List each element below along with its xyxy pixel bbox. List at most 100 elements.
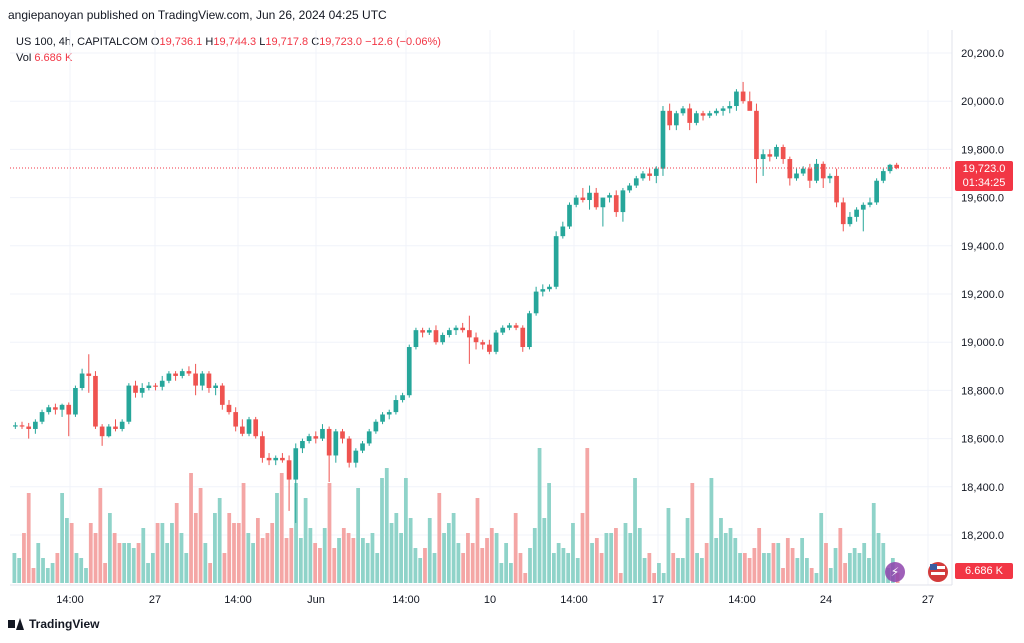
volume-bar — [170, 523, 174, 583]
candle-body — [580, 197, 586, 201]
volume-bar — [213, 513, 217, 583]
open-value: 19,736.1 — [159, 36, 203, 48]
volume-bar — [279, 473, 284, 583]
volume-bar — [828, 568, 833, 583]
low-label: L — [259, 36, 266, 48]
candle-body — [433, 330, 439, 343]
candle-body — [333, 431, 339, 456]
candle-body — [93, 375, 98, 427]
volume-bar — [609, 533, 614, 583]
candle-body — [480, 342, 486, 345]
candle-body — [420, 330, 425, 333]
candle-body — [760, 154, 766, 160]
candle-body — [593, 192, 599, 208]
volume-bar — [757, 528, 762, 583]
volume-bar — [485, 538, 489, 583]
volume-bar — [628, 533, 633, 583]
volume-bar — [146, 563, 150, 583]
volume-bar — [752, 548, 757, 583]
volume-bar — [122, 543, 127, 583]
volume-bar — [480, 548, 485, 583]
candle-body — [246, 419, 252, 434]
candle-body — [413, 330, 419, 348]
candle-body — [199, 373, 205, 386]
tradingview-logo[interactable]: TradingView — [8, 617, 99, 631]
volume-bar — [542, 518, 547, 583]
candle-body — [266, 457, 272, 461]
candle-body — [293, 448, 299, 480]
candle-body — [153, 385, 158, 387]
candle-body — [894, 164, 899, 168]
volume-bar — [790, 548, 795, 583]
candle-body — [787, 159, 793, 179]
symbol-name[interactable]: US 100, 4h, CAPITALCOM — [16, 36, 148, 48]
volume-bar — [222, 553, 227, 583]
volume-bar — [50, 563, 55, 583]
candle-body — [487, 344, 492, 352]
y-tick-label: 19,600.0 — [961, 193, 1004, 205]
candle-body — [620, 190, 626, 213]
candle-body — [206, 373, 212, 388]
volume-bar — [680, 558, 685, 583]
volume-bar — [800, 538, 805, 583]
candle-body — [780, 146, 786, 160]
volume-bar — [833, 548, 838, 583]
candle-body — [694, 113, 699, 123]
volume-bar — [36, 543, 41, 583]
candle-body — [607, 195, 612, 198]
volume-bar — [365, 543, 370, 583]
candle-body — [633, 178, 639, 186]
candle-body — [400, 395, 405, 401]
volume-bar — [74, 553, 79, 583]
volume-bar — [275, 493, 279, 583]
volume-bar — [781, 568, 785, 583]
volume-bar — [184, 553, 189, 583]
volume-bar — [719, 518, 723, 583]
x-tick-label: 14:00 — [728, 594, 756, 606]
candle-body — [280, 457, 285, 461]
candle-body — [13, 425, 18, 427]
volume-bar — [876, 533, 881, 583]
volume-bar — [451, 513, 456, 583]
volume-bar — [322, 528, 327, 583]
candle-body — [46, 407, 52, 413]
volume-bar — [599, 553, 604, 583]
volume-bar — [776, 543, 781, 583]
volume-bar — [174, 503, 179, 583]
volume-bar — [537, 448, 542, 583]
volume-bar — [699, 558, 704, 583]
candle-body — [774, 146, 779, 157]
last-price-value: 19,723.0 — [962, 163, 1006, 175]
candle-body — [653, 168, 659, 176]
y-tick-label: 18,600.0 — [961, 434, 1004, 446]
candle-body — [19, 425, 25, 427]
volume-bar — [580, 513, 585, 583]
candle-body — [814, 163, 819, 181]
volume-bar — [494, 533, 499, 583]
candle-body — [460, 327, 466, 331]
candle-body — [613, 195, 619, 213]
close-value: 19,723.0 — [319, 36, 363, 48]
bar-countdown: 01:34:25 — [962, 177, 1006, 189]
volume-bar — [294, 483, 298, 583]
candle-body — [159, 380, 165, 387]
volume-row: Vol 6.686 K — [16, 50, 441, 66]
candle-body — [707, 113, 713, 116]
lightning-icon — [885, 562, 905, 582]
candle-body — [133, 385, 138, 393]
candle-body — [727, 106, 733, 109]
volume-bar — [103, 563, 107, 583]
volume-bar — [637, 528, 642, 583]
x-tick-label: 27 — [149, 594, 161, 606]
volume-bar — [65, 518, 69, 583]
volume-bar — [22, 533, 26, 583]
y-tick-label: 19,000.0 — [961, 337, 1004, 349]
volume-bar — [714, 538, 719, 583]
candle-body — [33, 421, 38, 429]
candle-body — [533, 291, 539, 314]
volume-bar — [456, 543, 461, 583]
volume-bar — [31, 568, 36, 583]
y-tick-label: 20,200.0 — [961, 48, 1004, 60]
candle-body — [233, 412, 239, 427]
